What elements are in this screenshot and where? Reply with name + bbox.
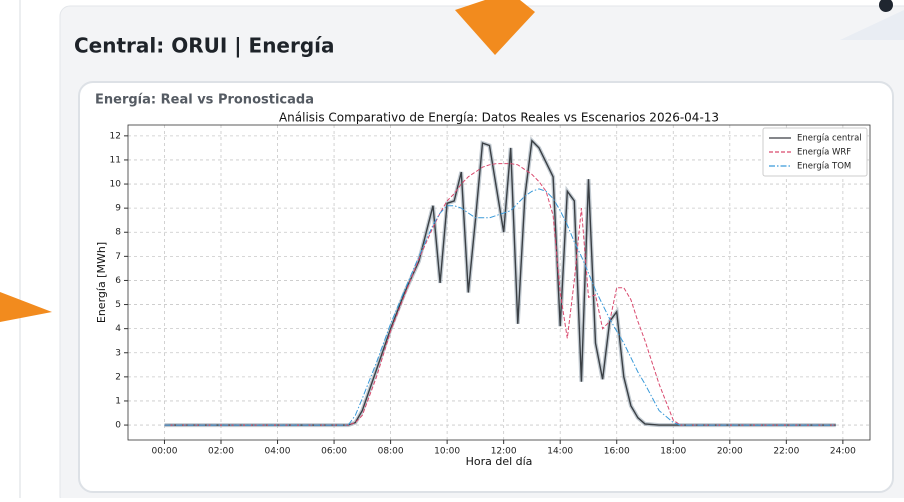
x-axis-label: Hora del día — [466, 455, 533, 468]
x-tick-label: 18:00 — [660, 447, 686, 457]
y-tick-label: 10 — [110, 180, 122, 190]
plot-frame — [127, 124, 871, 441]
y-tick-label: 9 — [115, 204, 121, 214]
series-line — [164, 163, 836, 426]
x-tick-label: 06:00 — [321, 447, 347, 457]
x-tick-label: 04:00 — [265, 447, 291, 457]
y-tick-label: 8 — [115, 228, 121, 238]
y-tick-label: 6 — [115, 276, 121, 286]
y-tick-label: 1 — [115, 396, 121, 406]
x-tick-label: 08:00 — [378, 447, 404, 457]
card-title: Energía: Real vs Pronosticada — [95, 93, 314, 108]
y-tick-label: 3 — [115, 348, 121, 358]
y-tick-label: 5 — [115, 300, 121, 310]
x-tick-label: 22:00 — [773, 447, 799, 457]
y-tick-label: 2 — [115, 372, 121, 382]
x-tick-label: 00:00 — [151, 447, 177, 457]
x-tick-label: 24:00 — [830, 447, 856, 457]
x-tick-label: 12:00 — [491, 447, 517, 457]
y-tick-label: 4 — [115, 324, 121, 334]
y-tick-label: 12 — [110, 131, 121, 141]
y-axis-label: Energía [MWh] — [95, 242, 108, 323]
x-tick-label: 16:00 — [604, 447, 630, 457]
legend-label: Energía central — [797, 134, 862, 144]
y-tick-label: 0 — [115, 421, 121, 431]
legend-box — [762, 127, 868, 177]
arrow-annotation — [455, 0, 535, 55]
page-title: Central: ORUI | Energía — [74, 34, 335, 58]
y-tick-label: 7 — [115, 252, 121, 262]
y-tick-label: 11 — [110, 155, 121, 165]
x-tick-label: 20:00 — [717, 447, 743, 457]
legend-label: Energía TOM — [797, 162, 851, 172]
chart-title: Análisis Comparativo de Energía: Datos R… — [279, 111, 719, 125]
arrow-annotation — [0, 292, 52, 322]
legend-label: Energía WRF — [797, 148, 851, 158]
x-tick-label: 10:00 — [434, 447, 460, 457]
chart-card — [78, 81, 894, 493]
status-dot — [879, 0, 893, 12]
decoration — [840, 10, 904, 40]
x-tick-label: 02:00 — [208, 447, 234, 457]
series-line — [164, 188, 836, 426]
x-tick-label: 14:00 — [547, 447, 573, 457]
chart: Análisis Comparativo de Energía: Datos R… — [95, 111, 871, 468]
